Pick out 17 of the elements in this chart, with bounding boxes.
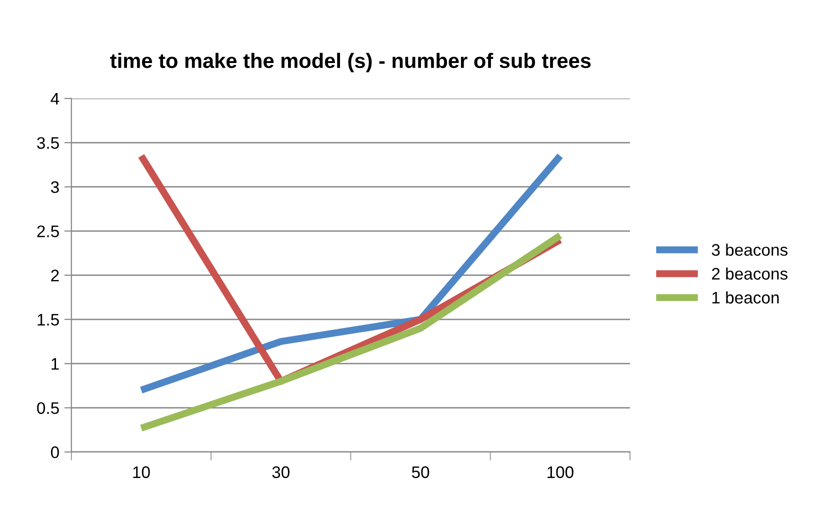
y-tick-label: 1 bbox=[52, 358, 59, 370]
y-tick-label: 0 bbox=[50, 446, 59, 458]
y-tick-label: 1.5 bbox=[38, 314, 59, 326]
legend-label: 3 beacons bbox=[712, 244, 788, 256]
y-tick-label: 3 bbox=[50, 181, 59, 194]
chart-title: time to make the model (s) - number of sub trees bbox=[110, 52, 591, 72]
y-tick-label: 2 bbox=[51, 270, 59, 282]
x-tick-label: 50 bbox=[412, 466, 430, 478]
legend-label: 2 beacons bbox=[712, 267, 788, 280]
legend-label: 1 beacon bbox=[712, 291, 779, 304]
y-tick-label: 2.5 bbox=[37, 225, 59, 238]
x-tick-label: 10 bbox=[133, 466, 150, 478]
x-tick-label: 100 bbox=[548, 466, 574, 478]
y-tick-label: 0.5 bbox=[37, 402, 59, 414]
x-tick-label: 30 bbox=[272, 466, 290, 478]
y-tick-label: 4 bbox=[50, 93, 60, 105]
y-tick-label: 3.5 bbox=[37, 137, 59, 149]
